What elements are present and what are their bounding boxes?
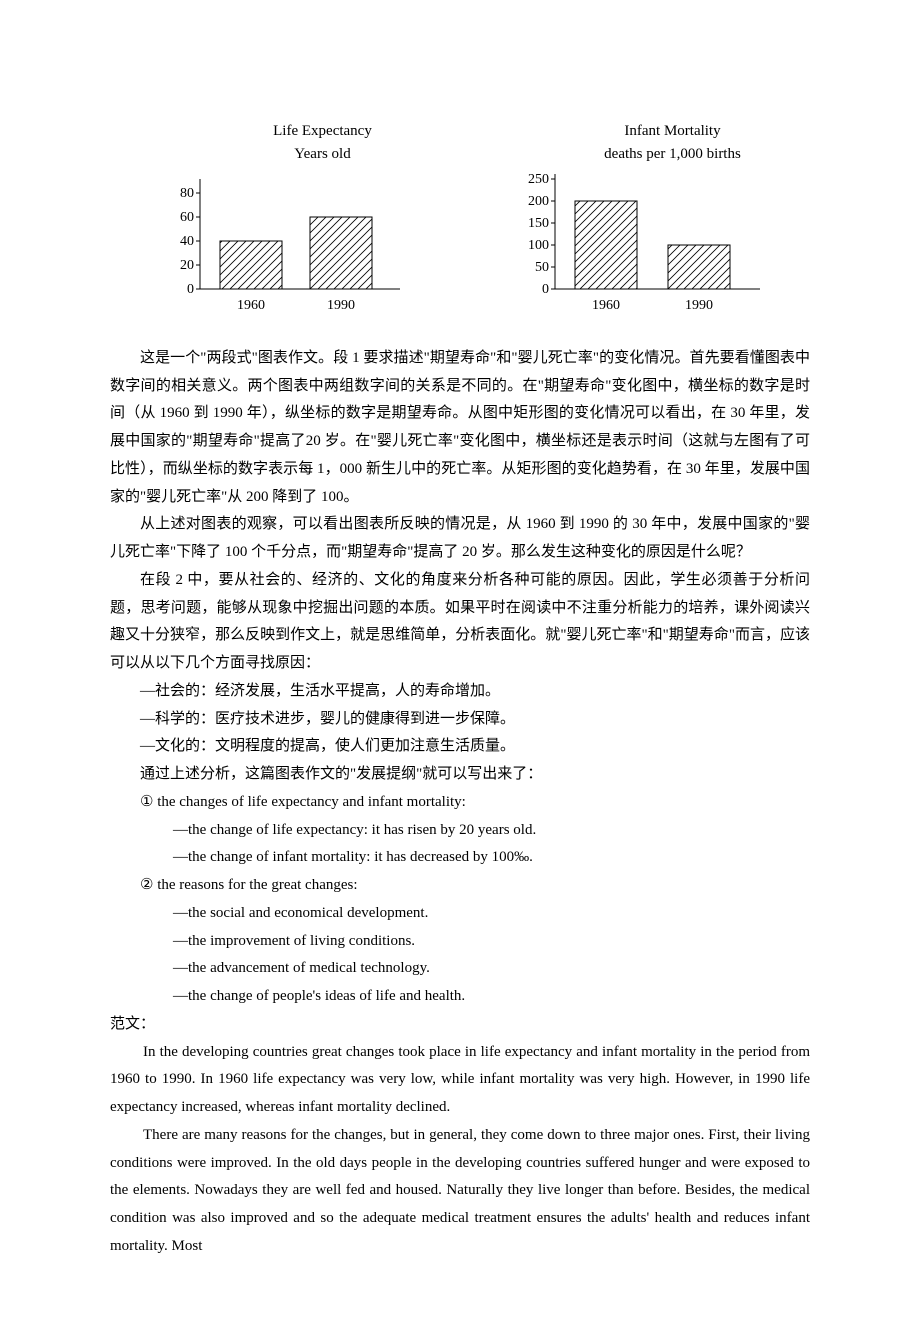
svg-text:250: 250 <box>528 172 549 187</box>
sub-culture: —文化的：文明程度的提高，使人们更加注意生活质量。 <box>110 733 810 761</box>
svg-text:1990: 1990 <box>327 298 355 313</box>
sub-science: —科学的：医疗技术进步，婴儿的健康得到进一步保障。 <box>110 706 810 734</box>
outline-1: ① the changes of life expectancy and inf… <box>110 789 810 817</box>
paragraph-2: 从上述对图表的观察，可以看出图表所反映的情况是，从 1960 到 1990 的 … <box>110 511 810 567</box>
chart-title-2: Years old <box>185 143 460 166</box>
chart-title-1: Life Expectancy <box>185 120 460 143</box>
outline-2d: —the change of people's ideas of life an… <box>110 983 810 1011</box>
chart-title-left: Life Expectancy Years old <box>185 120 460 165</box>
outline-2a: —the social and economical development. <box>110 900 810 928</box>
svg-text:20: 20 <box>180 258 194 273</box>
outline-2b: —the improvement of living conditions. <box>110 928 810 956</box>
outline-1a: —the change of life expectancy: it has r… <box>110 817 810 845</box>
sub-conclusion: 通过上述分析，这篇图表作文的"发展提纲"就可以写出来了： <box>110 761 810 789</box>
chart-title-2: deaths per 1,000 births <box>535 143 810 166</box>
svg-text:150: 150 <box>528 216 549 231</box>
svg-text:1990: 1990 <box>685 298 713 313</box>
chart-title-1: Infant Mortality <box>535 120 810 143</box>
paragraph-1: 这是一个"两段式"图表作文。段 1 要求描述"期望寿命"和"婴儿死亡率"的变化情… <box>110 345 810 512</box>
svg-text:100: 100 <box>528 238 549 253</box>
english-para-1: In the developing countries great change… <box>110 1039 810 1122</box>
svg-text:80: 80 <box>180 186 194 201</box>
charts-container: Life Expectancy Years old 0 20 40 60 80 <box>150 120 810 330</box>
svg-text:1960: 1960 <box>592 298 620 313</box>
outline-2: ② the reasons for the great changes: <box>110 872 810 900</box>
sub-social: —社会的：经济发展，生活水平提高，人的寿命增加。 <box>110 678 810 706</box>
sample-essay-label: 范文： <box>110 1011 810 1039</box>
svg-text:60: 60 <box>180 210 194 225</box>
svg-text:40: 40 <box>180 234 194 249</box>
outline-2c: —the advancement of medical technology. <box>110 955 810 983</box>
infant-mortality-chart: Infant Mortality deaths per 1,000 births… <box>500 120 810 330</box>
chart-svg-left: 0 20 40 60 80 1960 1990 <box>150 169 430 319</box>
outline-1b: —the change of infant mortality: it has … <box>110 844 810 872</box>
life-expectancy-chart: Life Expectancy Years old 0 20 40 60 80 <box>150 120 460 330</box>
svg-text:0: 0 <box>187 282 194 297</box>
svg-text:50: 50 <box>535 260 549 275</box>
chart-svg-right: 0 50 100 150 200 250 1960 1990 <box>500 169 790 319</box>
svg-text:0: 0 <box>542 282 549 297</box>
english-para-2: There are many reasons for the changes, … <box>110 1122 810 1261</box>
svg-text:200: 200 <box>528 194 549 209</box>
svg-text:1960: 1960 <box>237 298 265 313</box>
paragraph-3: 在段 2 中，要从社会的、经济的、文化的角度来分析各种可能的原因。因此，学生必须… <box>110 567 810 678</box>
chart-title-right: Infant Mortality deaths per 1,000 births <box>535 120 810 165</box>
